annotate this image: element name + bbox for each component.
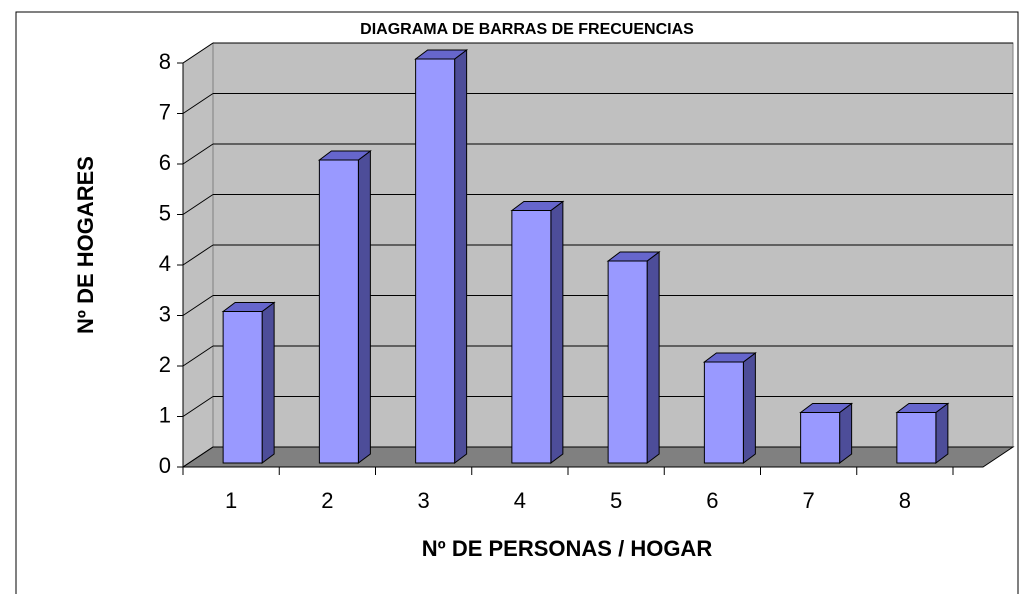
grid-line — [182, 396, 214, 417]
y-tick-label: 4 — [159, 251, 171, 276]
bar — [222, 311, 263, 464]
x-tick-label: 3 — [418, 488, 430, 513]
chart-title: DIAGRAMA DE BARRAS DE FRECUENCIAS — [360, 21, 694, 38]
x-tick-label: 1 — [225, 488, 237, 513]
grid-line — [182, 446, 214, 468]
grid-line — [182, 345, 214, 367]
bar-side — [357, 150, 371, 464]
grid-line — [182, 42, 214, 64]
x-axis-title: Nº DE PERSONAS / HOGAR — [422, 536, 713, 561]
bar-side — [935, 402, 949, 464]
y-tick-label: 8 — [159, 49, 171, 74]
bar-side — [454, 49, 468, 464]
y-tick-label: 2 — [159, 352, 171, 377]
y-tick-label: 7 — [159, 99, 171, 124]
x-tick-label: 2 — [321, 488, 333, 513]
grid-line — [182, 143, 214, 165]
bar — [607, 260, 648, 464]
x-tick-label: 8 — [899, 488, 911, 513]
bar — [703, 361, 744, 464]
x-tick-label: 7 — [803, 488, 815, 513]
grid-line — [182, 194, 214, 215]
y-tick-label: 6 — [159, 150, 171, 175]
grid-line — [182, 93, 214, 114]
bar-side — [646, 251, 660, 464]
y-tick-label: 5 — [159, 200, 171, 225]
x-tick-label: 4 — [514, 488, 526, 513]
y-axis-title: Nº DE HOGARES — [73, 156, 98, 334]
bar — [800, 412, 841, 464]
y-tick-label: 0 — [159, 453, 171, 478]
bar — [415, 58, 456, 464]
grid-line — [182, 295, 214, 316]
bar-side — [839, 402, 853, 464]
bar — [896, 412, 937, 464]
y-tick-label: 1 — [159, 402, 171, 427]
x-tick-label: 5 — [610, 488, 622, 513]
bar — [318, 159, 359, 464]
bar — [511, 210, 552, 464]
bar-side — [550, 200, 564, 464]
bar-side — [742, 352, 756, 464]
bar-side — [261, 301, 275, 464]
x-tick-label: 6 — [706, 488, 718, 513]
floor — [181, 446, 1015, 468]
grid-line — [182, 244, 214, 266]
y-tick-label: 3 — [159, 301, 171, 326]
